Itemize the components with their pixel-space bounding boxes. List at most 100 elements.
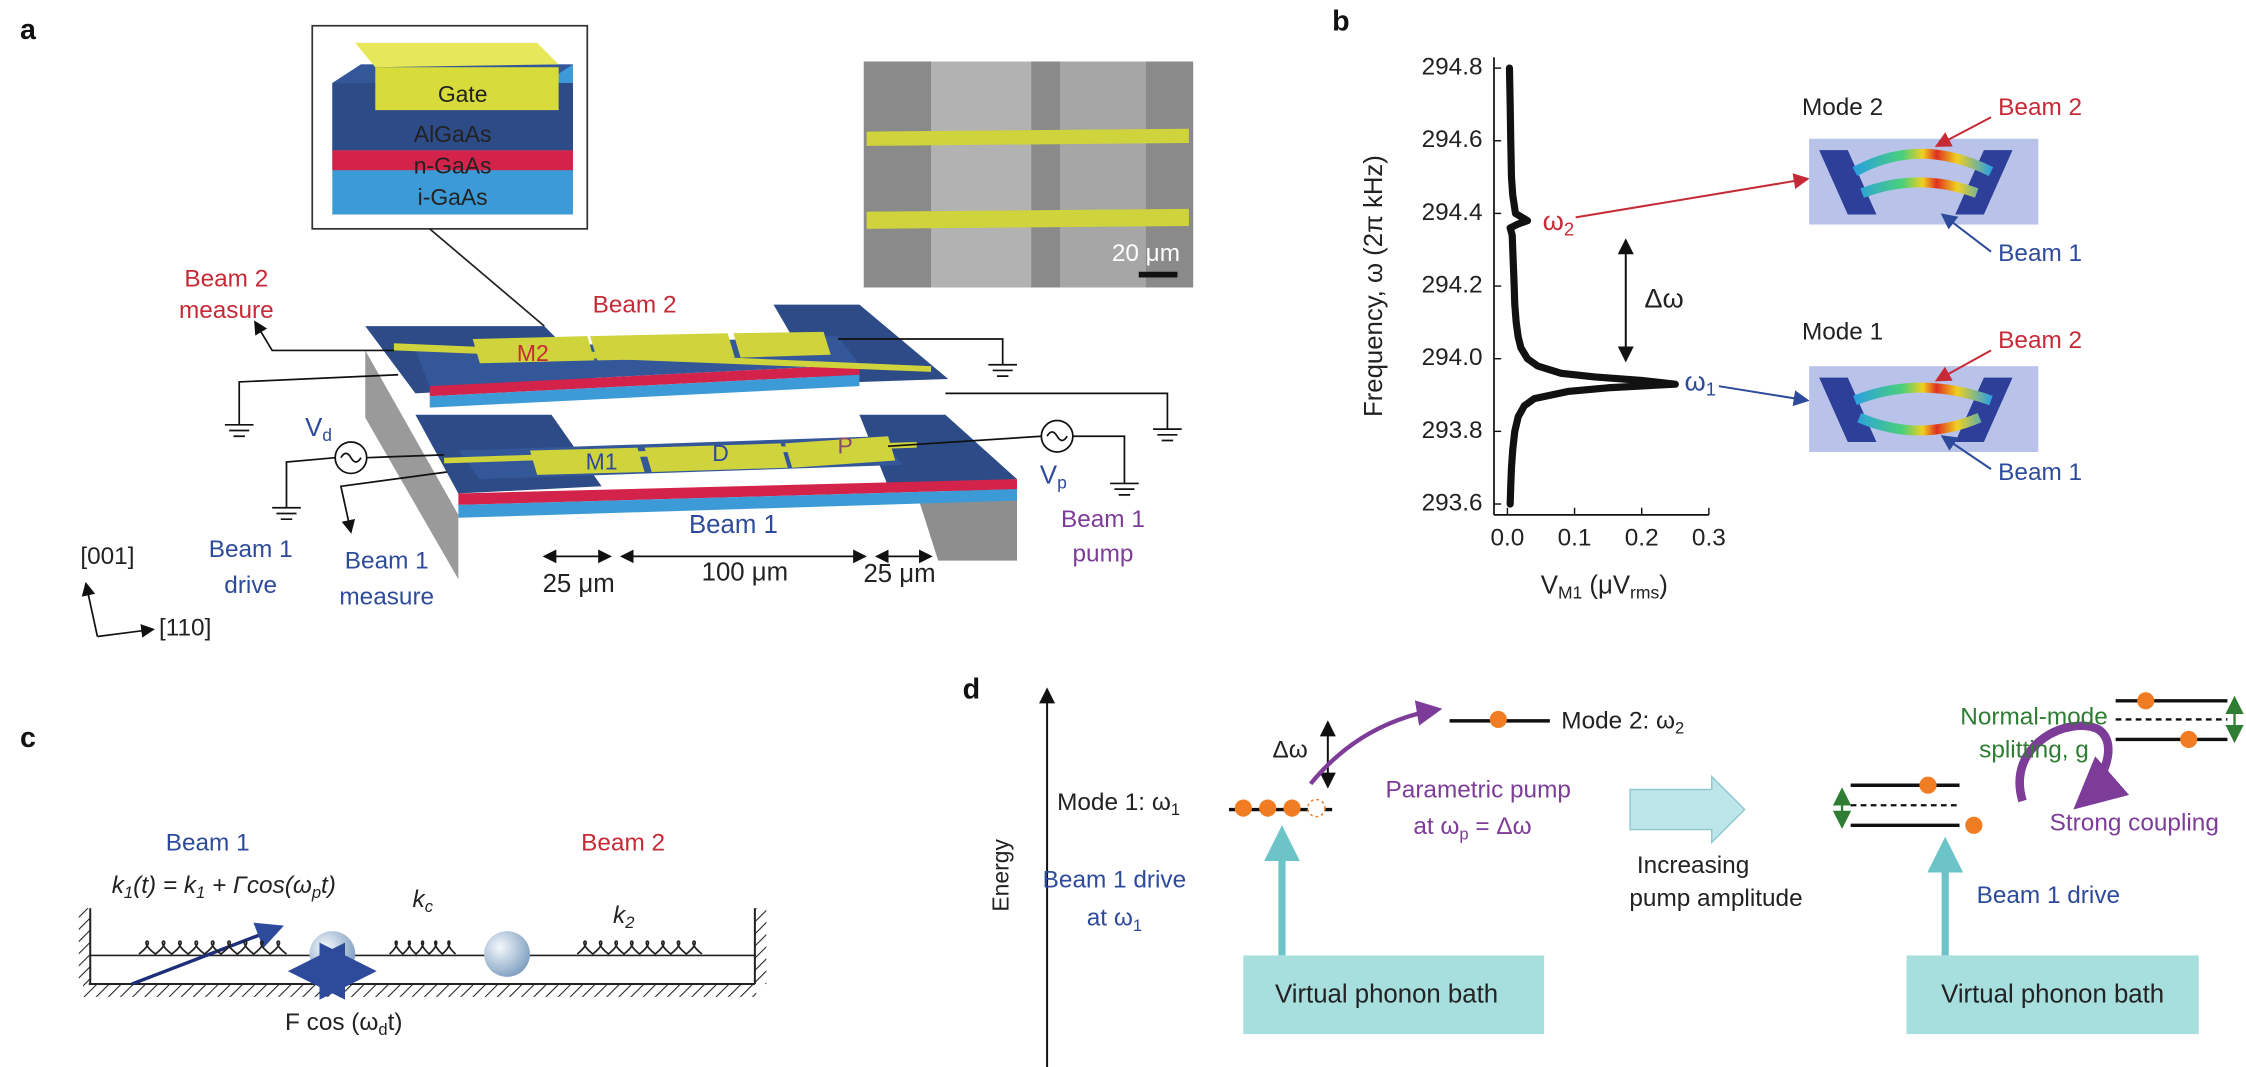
label: Mode 1: ω1 xyxy=(1057,789,1180,819)
label: Gate xyxy=(438,81,488,107)
label: Beam 2 xyxy=(184,266,268,293)
subscript: 1 xyxy=(1171,800,1180,819)
label: 100 μm xyxy=(702,558,788,586)
subscript: 1 xyxy=(1706,378,1716,399)
label: k2 xyxy=(613,902,634,932)
subscript: 1 xyxy=(1133,916,1142,935)
label: Beam 1 xyxy=(209,536,293,563)
spring xyxy=(577,941,702,954)
figure: abcdGateAlGaAsn-GaAsi-GaAs20 μmBeam 2Bea… xyxy=(0,0,2246,1067)
label: VM1 (μVrms) xyxy=(1541,571,1668,602)
x-tick-label: 0.1 xyxy=(1558,525,1592,552)
text-run: at ω xyxy=(1413,814,1459,841)
text-run: ω xyxy=(1543,205,1564,236)
label: 25 μm xyxy=(863,560,935,588)
label: Beam 2 xyxy=(581,829,665,856)
label: Beam 1 xyxy=(345,548,429,575)
text-run: F cos (ω xyxy=(285,1010,378,1037)
label: i-GaAs xyxy=(418,184,488,210)
y-tick-label: 294.4 xyxy=(1422,199,1483,226)
y-tick-label: 294.0 xyxy=(1422,344,1483,371)
label: drive xyxy=(224,572,277,599)
label: ω2 xyxy=(1543,205,1575,239)
label: Beam 2 xyxy=(593,292,677,319)
label: Virtual phonon bath xyxy=(1941,980,2164,1008)
label: Virtual phonon bath xyxy=(1275,980,1498,1008)
label: Beam 1 drive xyxy=(1043,866,1186,893)
label: 25 μm xyxy=(543,570,615,598)
text-run: V xyxy=(1541,571,1559,599)
label: Beam 2 xyxy=(1998,94,2082,121)
label: pump xyxy=(1072,540,1133,567)
text-run: ) xyxy=(1659,571,1668,599)
x-tick-label: 0.2 xyxy=(1625,525,1659,552)
label: Mode 2 xyxy=(1802,94,1883,121)
label: P xyxy=(837,433,852,459)
label: 20 μm xyxy=(1112,240,1180,267)
x-tick-label: 0.0 xyxy=(1490,525,1524,552)
y-axis-label: Frequency, ω (2π kHz) xyxy=(1360,155,1388,417)
label: measure xyxy=(339,583,434,610)
label: at ωp = Δω xyxy=(1413,814,1531,844)
label: Parametric pump xyxy=(1386,776,1571,803)
label: Beam 2 xyxy=(1998,327,2082,354)
label: at ω1 xyxy=(1087,905,1142,935)
label: Strong coupling xyxy=(2050,809,2219,836)
subscript: 2 xyxy=(1675,719,1684,738)
label: ω1 xyxy=(1685,366,1717,400)
label: Beam 1 xyxy=(1998,240,2082,267)
panel-c-art xyxy=(79,908,767,997)
subscript: p xyxy=(1459,825,1468,844)
label: a xyxy=(20,14,37,46)
text-run: at ω xyxy=(1087,905,1133,932)
label: measure xyxy=(179,297,274,324)
text-run: t) xyxy=(388,1010,403,1037)
text-run: V xyxy=(1040,461,1058,489)
label: Beam 1 drive xyxy=(1977,882,2120,909)
y-tick-label: 294.6 xyxy=(1422,126,1483,153)
label: Normal-mode xyxy=(1960,703,2107,730)
label: F cos (ωdt) xyxy=(285,1010,403,1040)
y-tick-label: 293.6 xyxy=(1422,489,1483,516)
subscript: p xyxy=(311,883,321,902)
label: pump amplitude xyxy=(1629,885,1802,912)
subscript: 1 xyxy=(124,883,133,902)
label: Δω xyxy=(1273,736,1308,763)
label: Beam 1 xyxy=(166,829,250,856)
subscript: 2 xyxy=(624,913,634,932)
subscript: M1 xyxy=(1558,582,1582,602)
label: Beam 1 xyxy=(1998,459,2082,486)
text-run: = Δω xyxy=(1469,814,1532,841)
subscript: 2 xyxy=(1564,218,1574,239)
label: D xyxy=(712,440,729,466)
label: Mode 1 xyxy=(1802,319,1883,346)
label: M1 xyxy=(586,448,618,474)
label: [001] xyxy=(80,543,134,570)
label: M2 xyxy=(517,340,549,366)
text-run: (t) = k xyxy=(133,872,198,899)
y-tick-label: 294.8 xyxy=(1422,54,1483,81)
label: Vd xyxy=(305,414,332,445)
label: AlGaAs xyxy=(414,121,492,147)
subscript: d xyxy=(378,1021,387,1040)
text-run: + Γcos(ω xyxy=(205,872,312,899)
label: Vp xyxy=(1040,461,1067,492)
text-run: t) xyxy=(321,872,336,899)
label: n-GaAs xyxy=(414,152,492,178)
y-tick-label: 293.8 xyxy=(1422,417,1483,444)
x-tick-label: 0.3 xyxy=(1692,525,1726,552)
label: Mode 2: ω2 xyxy=(1561,708,1684,738)
subscript: 1 xyxy=(196,883,205,902)
label: c xyxy=(20,722,36,754)
text-run: Mode 1: ω xyxy=(1057,789,1171,816)
label: splitting, g xyxy=(1979,736,2089,763)
text-run: Mode 2: ω xyxy=(1561,708,1675,735)
text-run: (μV xyxy=(1582,571,1631,599)
spring xyxy=(390,941,456,954)
label: Energy xyxy=(988,839,1014,912)
label: kc xyxy=(413,887,434,917)
label: [110] xyxy=(159,615,211,642)
subscript: p xyxy=(1057,472,1067,492)
label: Increasing xyxy=(1637,852,1749,879)
text-run: V xyxy=(305,414,323,442)
